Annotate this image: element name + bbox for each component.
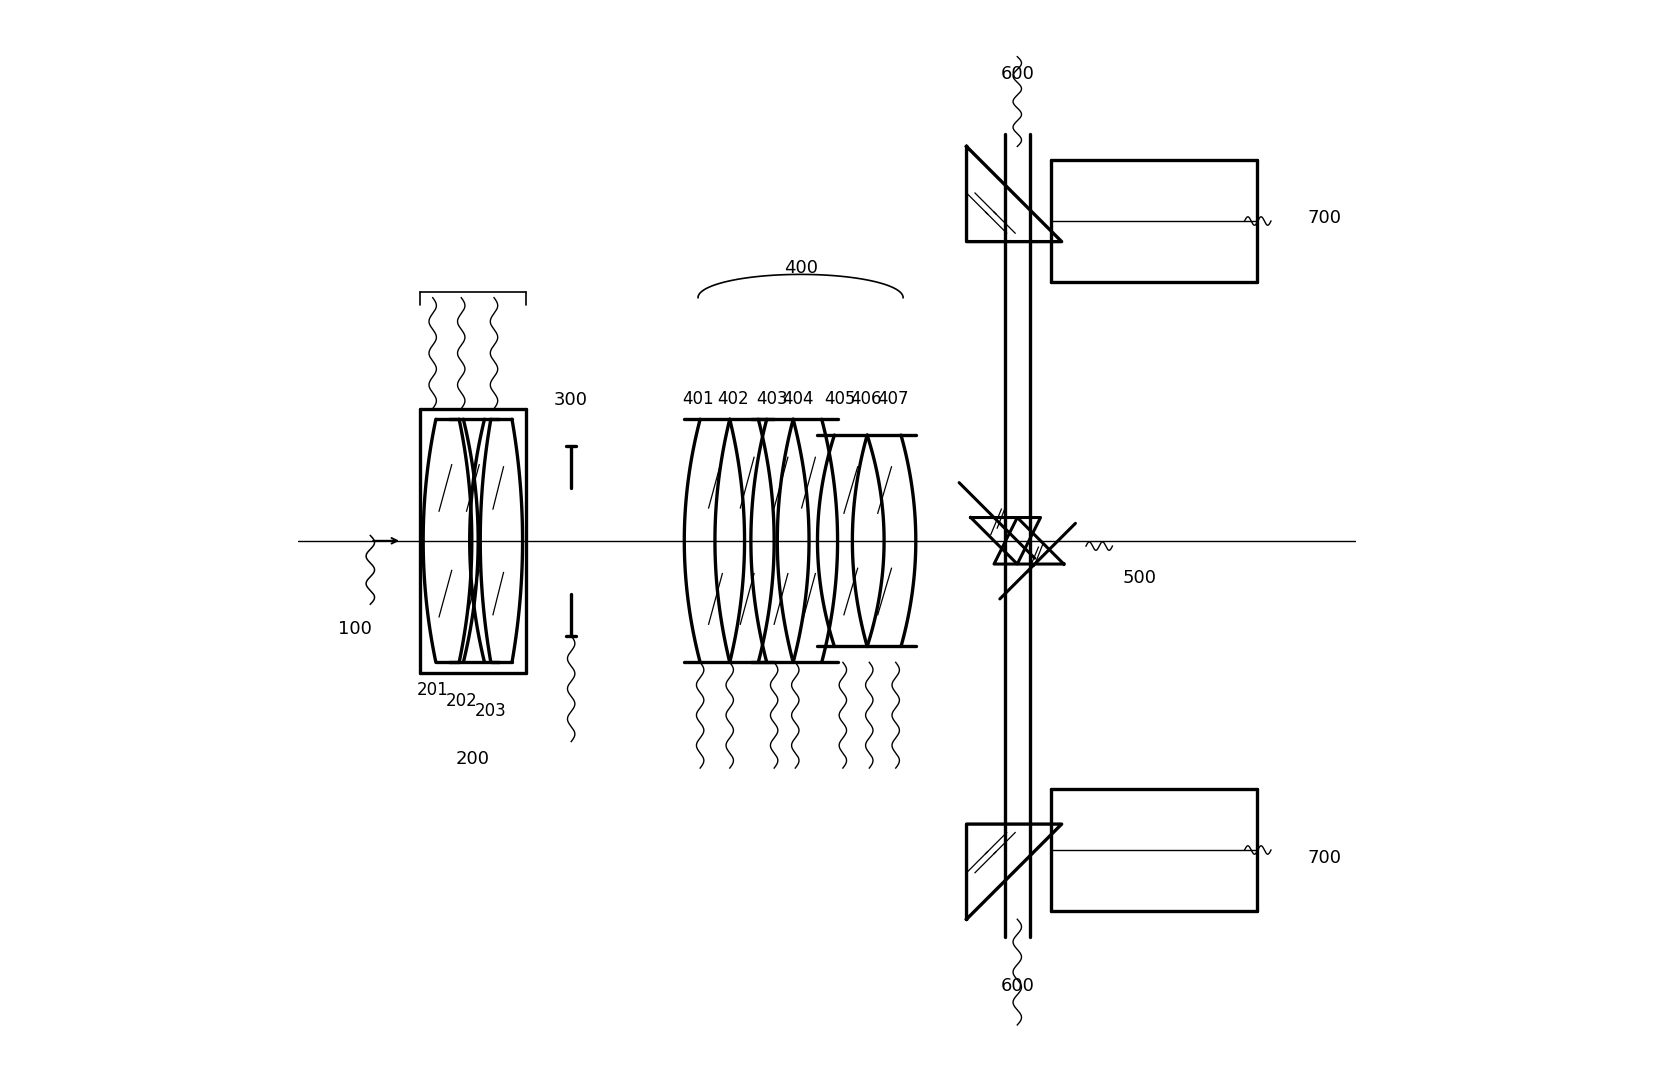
- Text: 405: 405: [824, 390, 855, 408]
- Text: 500: 500: [1123, 569, 1158, 587]
- Text: 600: 600: [1001, 65, 1034, 84]
- Text: 400: 400: [784, 258, 817, 276]
- Text: 406: 406: [850, 390, 882, 408]
- Text: 300: 300: [554, 391, 589, 409]
- Text: 202: 202: [445, 692, 476, 710]
- Text: 200: 200: [457, 750, 490, 768]
- Text: 600: 600: [1001, 978, 1034, 995]
- Text: 407: 407: [877, 390, 908, 408]
- Text: 100: 100: [337, 620, 372, 638]
- Text: 403: 403: [756, 390, 787, 408]
- Text: 401: 401: [681, 390, 715, 408]
- Text: 203: 203: [475, 703, 506, 721]
- Text: 201: 201: [417, 681, 448, 699]
- Text: 402: 402: [718, 390, 749, 408]
- Text: 700: 700: [1308, 209, 1341, 227]
- Text: 700: 700: [1308, 849, 1341, 866]
- Text: 404: 404: [782, 390, 814, 408]
